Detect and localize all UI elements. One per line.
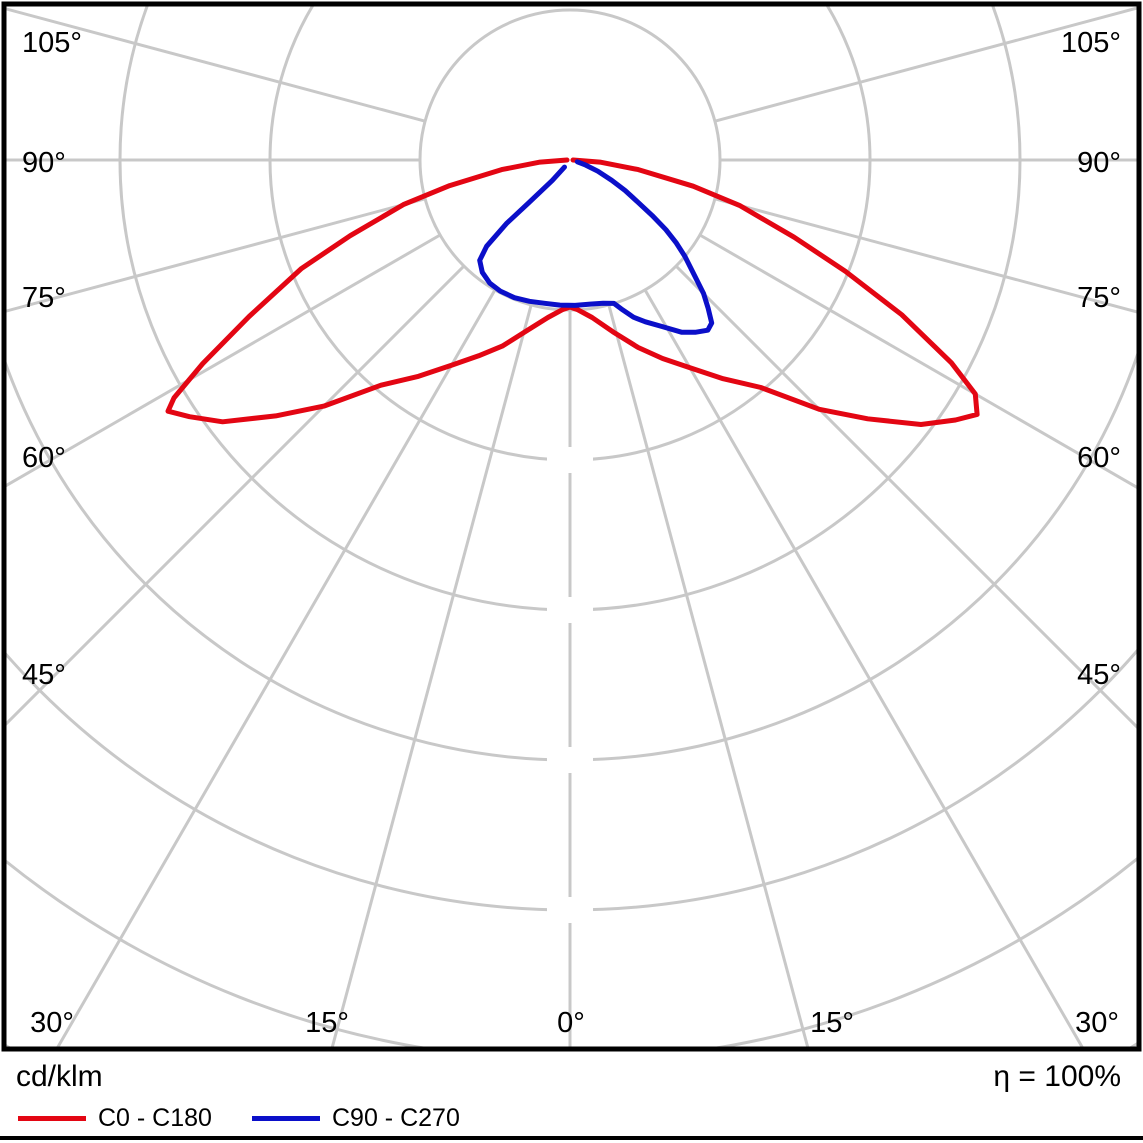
angle-label-right-90°: 90°	[1077, 147, 1121, 179]
bottom-rule	[0, 1136, 1143, 1140]
legend-label-c90-c270: C90 - C270	[332, 1104, 460, 1132]
angle-label-bottom-3-15°: 15°	[810, 1007, 854, 1039]
grid-spoke-75deg	[714, 197, 1137, 314]
angle-label-right-105°: 105°	[1061, 27, 1121, 59]
angle-label-bottom-1-15°: 15°	[305, 1007, 349, 1039]
legend-item-c0-c180: C0 - C180	[18, 1104, 212, 1133]
radial-value-box-5	[547, 897, 593, 923]
angle-label-left-75°: 75°	[22, 282, 66, 314]
radial-value-box-2	[547, 447, 593, 473]
angle-label-left-90°: 90°	[22, 147, 66, 179]
grid-spoke-30deg	[643, 289, 1084, 1047]
angle-label-right-45°: 45°	[1077, 659, 1121, 691]
units-label: cd/klm	[16, 1060, 103, 1093]
polar-chart-canvas: 105° 90° 75° 60° 45° 105° 90° 75° 60° 45° 30° 15° 0°…	[1, 1, 1142, 1052]
curve-C0-C180	[165, 157, 980, 427]
grid-ring-1	[418, 8, 722, 312]
grid-spoke-45deg	[675, 265, 1137, 730]
radial-axis-label-boxes	[547, 447, 593, 923]
angle-label-left-60°: 60°	[22, 442, 66, 474]
legend-swatch-c90-c270	[252, 1116, 320, 1121]
legend-item-c90-c270: C90 - C270	[252, 1104, 460, 1133]
angle-label-bottom-2-0°: 0°	[557, 1007, 585, 1039]
angle-label-bottom-0-30°: 30°	[30, 1007, 74, 1039]
grid-spoke--105deg	[6, 7, 426, 123]
grid-spoke--30deg	[56, 289, 497, 1047]
angle-labels: 105° 90° 75° 60° 45° 105° 90° 75° 60° 45° 30° 15° 0°…	[22, 27, 1121, 1039]
legend-label-c0-c180: C0 - C180	[98, 1104, 212, 1132]
curve-C90-C270	[477, 159, 715, 335]
grid-spoke-105deg	[714, 6, 1137, 123]
grid-spoke--15deg	[330, 304, 533, 1047]
grid-spoke--60deg	[6, 233, 441, 488]
angle-label-bottom-4-30°: 30°	[1075, 1007, 1119, 1039]
angle-label-left-45°: 45°	[22, 659, 66, 691]
grid-spoke-60deg	[699, 233, 1137, 490]
angle-label-right-60°: 60°	[1077, 442, 1121, 474]
grid-spoke--75deg	[6, 197, 426, 313]
angle-label-left-105°: 105°	[22, 27, 82, 59]
radial-value-box-3	[547, 597, 593, 623]
legend-swatch-c0-c180	[18, 1116, 86, 1121]
angle-label-right-75°: 75°	[1077, 282, 1121, 314]
efficiency-value: η = 100%	[993, 1060, 1121, 1093]
grid-spoke-15deg	[607, 304, 810, 1047]
grid-spoke--45deg	[6, 265, 465, 727]
intensity-curves	[165, 157, 980, 427]
radial-value-box-4	[547, 747, 593, 773]
plot-border	[1, 1, 1142, 1052]
